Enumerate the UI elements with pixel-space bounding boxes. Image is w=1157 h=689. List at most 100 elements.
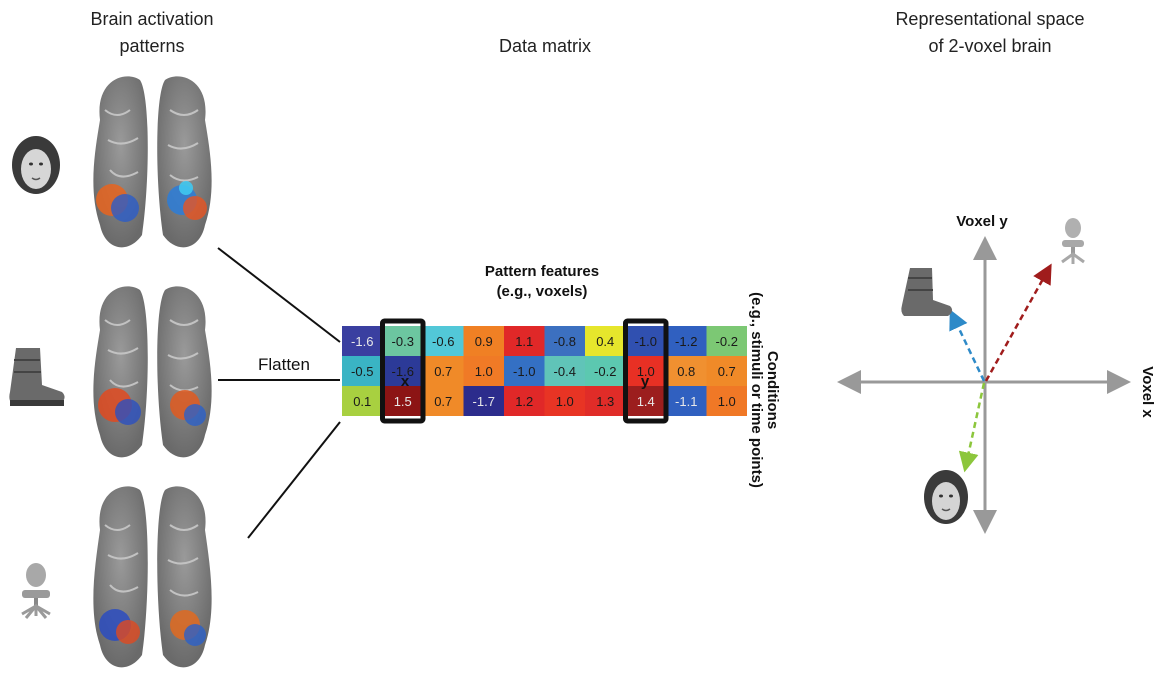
matrix-cell-value: -1.0 [513, 364, 535, 379]
matrix-cell [625, 386, 666, 416]
matrix-cell [706, 326, 747, 356]
middle-title: Data matrix [499, 36, 591, 56]
face-vector-arrow [958, 382, 986, 473]
brain-chair [93, 486, 212, 668]
matrix-cell-value: -1.6 [392, 364, 414, 379]
matrix-cell [342, 386, 383, 416]
matrix-cell-value: -0.8 [554, 334, 576, 349]
boot-stimulus-icon [9, 348, 65, 406]
chair-stimulus-icon [21, 563, 51, 619]
matrix-cell [625, 326, 666, 356]
matrix-cell-value: 0.7 [434, 364, 452, 379]
conditions-line1: Conditions [764, 351, 781, 429]
matrix-cell [342, 356, 383, 386]
matrix-cell-value: -1.2 [675, 334, 697, 349]
activation-blob [111, 194, 139, 222]
matrix-cell-value: 1.1 [515, 334, 533, 349]
flatten-label: Flatten [258, 355, 310, 374]
matrix-cell-value: -0.3 [392, 334, 414, 349]
matrix-cell [666, 326, 707, 356]
conditions-line2: (e.g., stimuli or time points) [748, 292, 765, 488]
brain-boot [93, 286, 212, 458]
matrix-cell [463, 386, 504, 416]
right-title-line2: of 2-voxel brain [928, 36, 1051, 56]
data-matrix: -1.6 -0.3 -0.6 0.9 1.1 -0.8 0.4 -1.0 -1.2 -0.2 -0.… [342, 326, 747, 416]
matrix-cell-value: -1.0 [635, 334, 657, 349]
matrix-cell-value: -0.4 [554, 364, 576, 379]
matrix-cell-value: -0.2 [594, 364, 616, 379]
voxel-y-label: Voxel y [956, 213, 1008, 230]
activation-blob [179, 181, 193, 195]
matrix-cell-value: -0.2 [716, 334, 738, 349]
activation-blob [183, 196, 207, 220]
chair-vector-arrow [984, 263, 1052, 382]
matrix-cell-value: 1.0 [475, 364, 493, 379]
matrix-cell [544, 326, 585, 356]
matrix-cell-value: -0.5 [351, 364, 373, 379]
left-title-line1: Brain activation [90, 9, 213, 29]
matrix-cell-value: 1.2 [515, 394, 533, 409]
boot-space-icon [901, 268, 953, 316]
matrix-cell [463, 356, 504, 386]
column-x-label: x [401, 373, 410, 390]
matrix-cell [585, 326, 626, 356]
connector-line-face [217, 247, 341, 343]
matrix-cell-value: 0.7 [434, 394, 452, 409]
highlighted-column-frame [623, 318, 669, 424]
matrix-cell-value: 0.7 [718, 364, 736, 379]
matrix-cell-value: 1.0 [556, 394, 574, 409]
matrix-highlight [380, 318, 669, 424]
matrix-cell [585, 386, 626, 416]
activation-blob [184, 624, 206, 646]
matrix-cell [504, 326, 545, 356]
matrix-cell [423, 356, 464, 386]
column-y-label: y [641, 373, 650, 390]
matrix-cell [625, 356, 666, 386]
matrix-cell-value: -1.1 [675, 394, 697, 409]
matrix-cell-value: 0.8 [677, 364, 695, 379]
activation-blob [115, 399, 141, 425]
matrix-cell [423, 326, 464, 356]
matrix-cell [585, 356, 626, 386]
matrix-cell-value: 1.0 [718, 394, 736, 409]
matrix-cell-value: 1.3 [596, 394, 614, 409]
face-space-icon [924, 470, 968, 524]
pattern-features-line2: (e.g., voxels) [497, 283, 588, 300]
right-title-line1: Representational space [895, 9, 1084, 29]
highlighted-column-frame [380, 318, 426, 424]
matrix-cell [666, 356, 707, 386]
face-stimulus-icon [12, 136, 60, 194]
matrix-cell [706, 356, 747, 386]
pattern-features-line1: Pattern features [485, 263, 599, 280]
matrix-cell-value: 0.4 [596, 334, 614, 349]
matrix-cell [382, 326, 423, 356]
matrix-cell [666, 386, 707, 416]
matrix-cell [382, 386, 423, 416]
matrix-cell-value: -1.7 [473, 394, 495, 409]
matrix-cell [463, 326, 504, 356]
matrix-cell-value: 0.1 [353, 394, 371, 409]
matrix-cell [544, 386, 585, 416]
matrix-cell-value: 0.9 [475, 334, 493, 349]
matrix-cell-value: -0.6 [432, 334, 454, 349]
matrix-cell-value: 1.0 [637, 364, 655, 379]
chair-space-icon [1061, 218, 1085, 264]
brain-face [93, 76, 212, 248]
left-title-line2: patterns [119, 36, 184, 56]
matrix-cell-value: 1.5 [394, 394, 412, 409]
matrix-cell [544, 356, 585, 386]
voxel-x-label: Voxel x [1139, 366, 1156, 418]
connector-line-chair [247, 421, 341, 539]
matrix-cell-value: 1.4 [637, 394, 655, 409]
matrix-cell [706, 386, 747, 416]
matrix-cell [382, 356, 423, 386]
boot-vector-arrow [949, 309, 986, 382]
activation-blob [184, 404, 206, 426]
matrix-cell [504, 386, 545, 416]
matrix-cell [423, 386, 464, 416]
matrix-cell-value: -1.6 [351, 334, 373, 349]
matrix-cell [504, 356, 545, 386]
activation-blob [116, 620, 140, 644]
matrix-cell [342, 326, 383, 356]
